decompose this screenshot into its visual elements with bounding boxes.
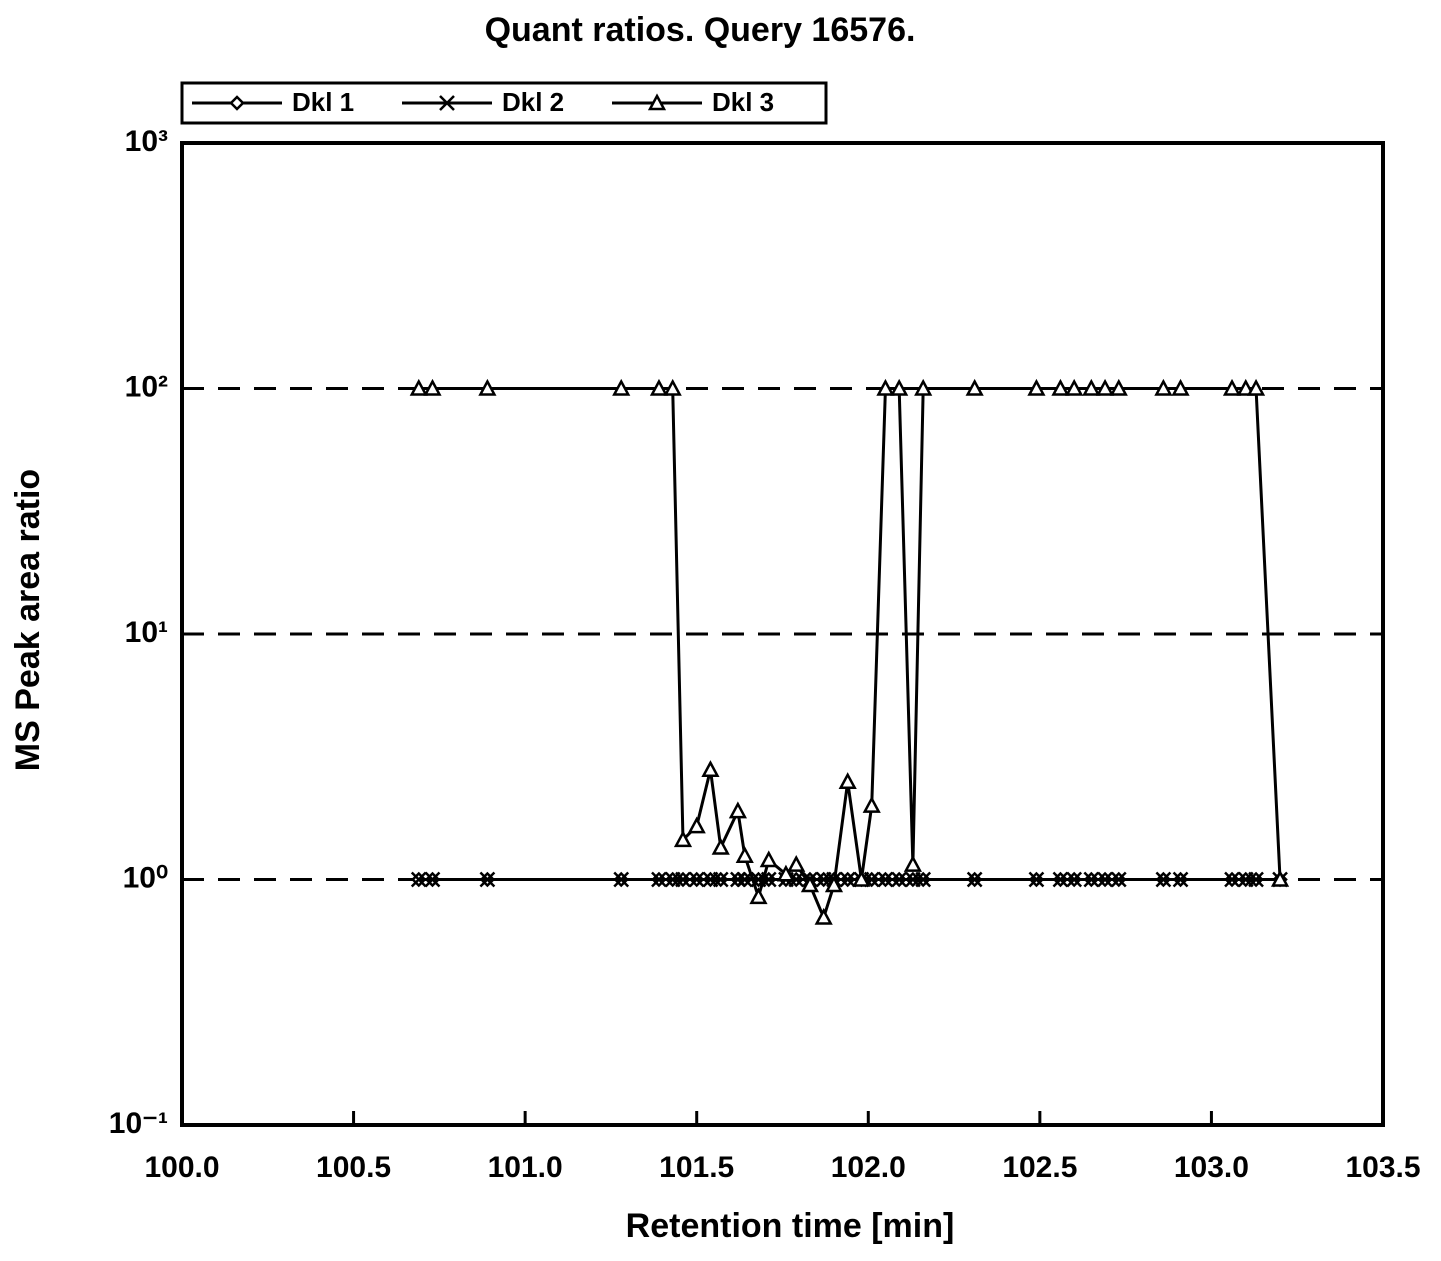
x-tick-label: 103.5 xyxy=(1345,1151,1420,1184)
marker-x xyxy=(1110,871,1127,888)
marker-x xyxy=(839,871,856,888)
marker-triangle xyxy=(409,378,428,396)
marker-triangle xyxy=(903,854,922,872)
marker-triangle xyxy=(1222,378,1242,396)
marker-triangle xyxy=(759,850,778,868)
x-tick-label: 103.0 xyxy=(1174,1151,1249,1184)
y-axis-label: MS Peak area ratio xyxy=(9,469,47,771)
marker-x xyxy=(966,871,983,888)
marker-x xyxy=(1083,871,1100,888)
legend-box xyxy=(180,81,828,125)
legend-label: Dkl 2 xyxy=(502,87,564,117)
x-tick-label: 101.0 xyxy=(488,1151,563,1184)
chart-title: Quant ratios. Query 16576. xyxy=(485,11,916,49)
marker-triangle xyxy=(1051,378,1070,396)
marker-triangle xyxy=(749,887,768,905)
marker-triangle xyxy=(663,378,682,396)
marker-triangle xyxy=(1109,378,1128,396)
marker-triangle xyxy=(965,378,984,396)
y-tick-label: 10⁰ xyxy=(123,861,168,894)
marker-x xyxy=(1224,871,1240,888)
marker-x xyxy=(410,871,427,888)
marker-x xyxy=(1172,871,1189,888)
marker-x xyxy=(439,95,455,111)
marker-triangle xyxy=(776,864,796,882)
marker-triangle xyxy=(862,795,881,813)
marker-x xyxy=(730,871,746,888)
marker-triangle xyxy=(673,830,693,848)
marker-triangle xyxy=(787,854,806,872)
marker-triangle xyxy=(649,378,669,396)
marker-triangle xyxy=(647,93,667,111)
marker-x xyxy=(877,871,894,888)
marker-x xyxy=(915,871,932,888)
legend-label: Dkl 3 xyxy=(712,87,774,117)
marker-triangle xyxy=(711,837,730,855)
x-tick-label: 100.5 xyxy=(316,1151,391,1184)
x-tick-label: 102.5 xyxy=(1002,1151,1077,1184)
marker-x xyxy=(1028,871,1045,888)
x-tick-label: 102.0 xyxy=(831,1151,906,1184)
marker-x xyxy=(736,871,753,888)
marker-x xyxy=(479,871,496,888)
marker-triangle xyxy=(728,801,747,819)
marker-triangle xyxy=(701,760,720,777)
marker-triangle xyxy=(1027,378,1046,396)
marker-x xyxy=(1097,871,1113,888)
x-tick-label: 101.5 xyxy=(659,1151,734,1184)
marker-triangle xyxy=(1154,378,1173,396)
marker-triangle xyxy=(687,816,706,834)
x-tick-label: 100.0 xyxy=(144,1151,219,1184)
y-tick-label: 10⁻¹ xyxy=(109,1107,168,1140)
marker-x xyxy=(1155,871,1172,888)
marker-x xyxy=(424,871,441,888)
series-line xyxy=(418,387,1282,922)
marker-triangle xyxy=(1270,869,1290,887)
legend-label: Dkl 1 xyxy=(292,87,354,117)
marker-triangle xyxy=(1082,378,1101,396)
marker-triangle xyxy=(890,378,909,396)
marker-triangle xyxy=(824,875,844,893)
marker-x xyxy=(1052,871,1069,888)
marker-x xyxy=(788,871,805,888)
marker-diamond xyxy=(229,95,245,111)
marker-x xyxy=(1248,871,1264,888)
marker-x xyxy=(613,871,630,888)
marker-triangle xyxy=(423,378,442,396)
marker-triangle xyxy=(1246,378,1266,396)
marker-x xyxy=(688,871,705,888)
marker-triangle xyxy=(914,378,933,396)
marker-triangle xyxy=(735,846,754,863)
marker-x xyxy=(675,871,691,888)
marker-triangle xyxy=(1095,378,1115,396)
marker-x xyxy=(891,871,908,888)
marker-triangle xyxy=(814,907,833,925)
marker-x xyxy=(651,871,667,888)
marker-x xyxy=(1066,871,1083,888)
marker-triangle xyxy=(478,378,497,396)
x-axis-label: Retention time [min] xyxy=(626,1207,955,1245)
marker-triangle xyxy=(1171,378,1190,396)
marker-triangle xyxy=(876,378,895,396)
marker-triangle xyxy=(800,875,820,893)
marker-triangle xyxy=(612,378,631,396)
marker-x xyxy=(712,871,729,888)
y-tick-label: 10² xyxy=(125,370,168,403)
y-tick-label: 10³ xyxy=(125,125,168,158)
marker-triangle xyxy=(1236,378,1255,396)
marker-triangle xyxy=(1065,378,1084,396)
marker-triangle xyxy=(852,869,871,887)
marker-triangle xyxy=(838,772,857,790)
y-tick-label: 10¹ xyxy=(125,616,168,649)
